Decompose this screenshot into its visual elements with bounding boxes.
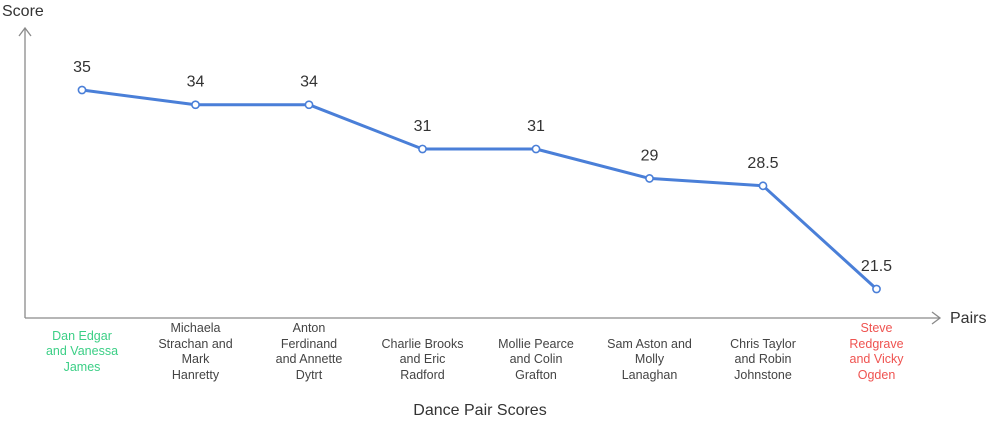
data-point-7 (758, 181, 768, 191)
x-axis-title: Pairs (950, 310, 986, 327)
x-tick-label-5: Mollie Pearce and Colin Grafton (498, 336, 574, 382)
value-label-4: 31 (414, 118, 432, 135)
x-axis-arrow-icon (931, 311, 942, 325)
y-axis-title: Score (2, 3, 44, 20)
data-point-6 (645, 174, 654, 183)
x-tick-label-1: Dan Edgar and Vanessa James (45, 328, 119, 374)
value-label-8: 21.5 (861, 258, 892, 275)
x-tick-label-6: Sam Aston and Molly Lanaghan (607, 336, 692, 382)
y-axis-arrow-icon (18, 26, 32, 37)
data-point-2 (191, 100, 200, 110)
data-point-8 (872, 284, 881, 294)
data-point-3 (304, 100, 314, 110)
value-label-3: 34 (300, 74, 318, 91)
series-line (80, 88, 878, 291)
x-tick-label-8: Steve Redgrave and Vicky Ogden (849, 321, 904, 382)
value-label-5: 31 (527, 118, 545, 135)
value-label-2: 34 (187, 74, 205, 91)
data-point-1 (77, 85, 87, 95)
x-tick-label-4: Charlie Brooks and Eric Radford (381, 336, 464, 382)
x-tick-label-2: Michaela Strachan and Mark Hanretty (158, 321, 233, 382)
x-tick-label-7: Chris Taylor and Robin Johnstone (730, 336, 796, 382)
value-label-7: 28.5 (747, 155, 778, 172)
data-point-4 (418, 144, 427, 154)
series-marks: 35 34 34 31 31 29 28.5 21.5 (73, 59, 892, 294)
data-point-5 (531, 144, 541, 154)
value-label-1: 35 (73, 59, 91, 76)
x-tick-label-3: Anton Ferdinand and Annette Dytrt (275, 321, 343, 382)
value-label-6: 29 (641, 147, 659, 164)
axes: Score Pairs (2, 3, 986, 327)
chart-caption: Dance Pair Scores (413, 402, 547, 419)
